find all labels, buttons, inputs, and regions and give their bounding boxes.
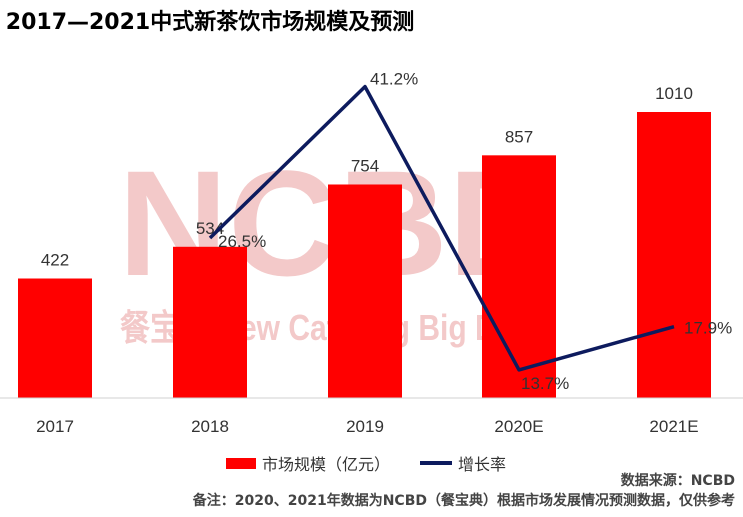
legend-swatch-bar bbox=[226, 457, 256, 469]
chart-title: 2017—2021中式新茶饮市场规模及预测 bbox=[5, 10, 415, 35]
legend-label-bar: 市场规模（亿元） bbox=[262, 455, 391, 474]
legend-item-line: 增长率 bbox=[420, 451, 506, 475]
bar-label-2019: 754 bbox=[351, 156, 379, 175]
legend-label-line: 增长率 bbox=[458, 455, 507, 474]
legend-item-bar: 市场规模（亿元） bbox=[226, 451, 390, 475]
bar-2017 bbox=[18, 278, 92, 398]
growth-rate-line bbox=[208, 84, 675, 372]
source-note: 数据来源：NCBD bbox=[620, 473, 735, 489]
x-tick-2018: 2018 bbox=[191, 417, 229, 436]
growth-label-2020E: 13.7% bbox=[521, 374, 569, 393]
bar-label-2017: 422 bbox=[41, 251, 69, 270]
bar-2018 bbox=[173, 246, 247, 398]
bar-2021E bbox=[637, 112, 711, 398]
x-tick-2019: 2019 bbox=[346, 417, 384, 436]
x-tick-2020E: 2020E bbox=[494, 417, 543, 436]
bar-label-2021E: 1010 bbox=[655, 84, 693, 103]
growth-label-2021E: 17.9% bbox=[684, 319, 732, 338]
bar-label-2020E: 857 bbox=[505, 127, 533, 146]
x-tick-2021E: 2021E bbox=[649, 417, 698, 436]
footnote: 备注：2020、2021年数据为NCBD（餐宝典）根据市场发展情况预测数据，仅供… bbox=[192, 493, 735, 509]
x-tick-2017: 2017 bbox=[36, 417, 74, 436]
legend-swatch-line bbox=[420, 461, 453, 465]
bar-2019 bbox=[328, 184, 402, 398]
bar-2020E bbox=[482, 155, 556, 398]
growth-label-2019: 41.2% bbox=[370, 70, 418, 89]
legend: 市场规模（亿元） 增长率 bbox=[226, 452, 536, 474]
growth-label-2018: 26.5% bbox=[218, 232, 266, 251]
